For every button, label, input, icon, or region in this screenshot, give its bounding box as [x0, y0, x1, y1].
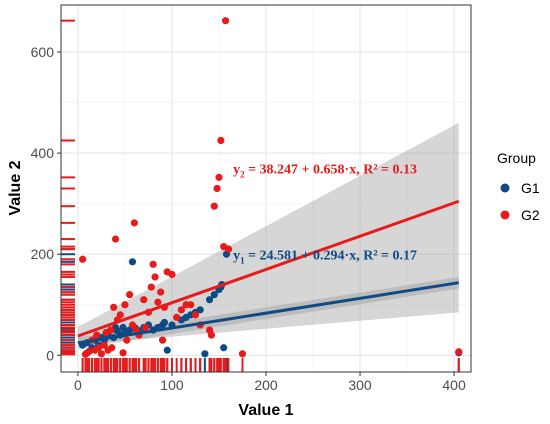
x-tick-label: 200 — [254, 377, 278, 393]
data-point-g2 — [151, 273, 159, 281]
data-point-g2 — [173, 313, 181, 322]
data-point-g2 — [187, 301, 195, 309]
data-point-g2 — [149, 260, 157, 268]
data-point-g2 — [121, 301, 129, 309]
data-point-g2 — [140, 296, 148, 304]
data-point-g2 — [224, 245, 232, 253]
regression-line-g2 — [77, 199, 460, 338]
data-point-g2 — [97, 350, 106, 358]
legend-key-g2 — [500, 210, 510, 220]
legend-key-g1 — [500, 183, 510, 193]
data-point-g2 — [130, 219, 138, 227]
data-point-g2 — [110, 303, 118, 311]
regression-equation-g2: y2 = 38.247 + 0.658·x, R² = 0.13 — [233, 162, 417, 179]
data-point-g2 — [126, 291, 134, 299]
data-point-g2 — [157, 288, 165, 296]
data-point-g2 — [93, 331, 101, 339]
regression-equation-g1: y1 = 24.581 + 0.294·x, R² = 0.17 — [233, 248, 417, 265]
data-point-g2 — [191, 311, 200, 319]
data-point-g2 — [147, 283, 155, 291]
confidence-band-g2 — [77, 122, 459, 345]
data-point-g2 — [79, 255, 87, 263]
data-point-g2 — [455, 348, 463, 356]
data-point-g2 — [119, 349, 127, 357]
data-point-g2 — [207, 331, 216, 339]
data-point-g2 — [158, 336, 167, 344]
data-point-g1 — [205, 296, 214, 304]
data-point-g1 — [220, 344, 228, 352]
data-point-g2 — [238, 350, 247, 358]
data-point-g1 — [160, 318, 169, 327]
y-tick-label: 400 — [31, 145, 55, 161]
data-point-g2 — [221, 17, 230, 25]
x-tick-label: 400 — [442, 377, 466, 393]
y-tick-label: 0 — [46, 347, 54, 363]
data-point-g2 — [168, 270, 176, 279]
data-point-g2 — [217, 136, 225, 145]
grid — [61, 5, 471, 372]
data-point-g1 — [163, 346, 171, 354]
legend: Group G1 G2 — [497, 150, 540, 223]
data-point-g2 — [107, 326, 115, 334]
data-point-g1 — [210, 291, 218, 299]
data-points — [79, 17, 463, 358]
data-point-g2 — [215, 173, 223, 181]
data-point-g1 — [201, 350, 209, 358]
data-point-g2 — [210, 202, 218, 210]
x-tick-label: 0 — [74, 377, 82, 393]
y-tick-label: 600 — [31, 44, 55, 60]
data-point-g1 — [128, 258, 137, 266]
data-point-g2 — [154, 298, 162, 306]
data-point-g2 — [108, 344, 116, 352]
legend-label-g2: G2 — [521, 207, 540, 223]
x-axis-title: Value 1 — [238, 402, 293, 419]
data-point-g2 — [213, 184, 221, 193]
legend-title: Group — [497, 150, 536, 166]
data-point-g2 — [123, 336, 131, 344]
data-point-g2 — [177, 306, 185, 314]
axis-ticks: 0 100 200 300 400 0 200 400 600 — [31, 44, 466, 393]
data-point-g2 — [95, 344, 103, 352]
x-tick-label: 300 — [348, 377, 372, 393]
y-axis-title: Value 2 — [7, 160, 24, 215]
data-point-g1 — [196, 306, 204, 314]
x-tick-label: 100 — [160, 377, 184, 393]
equation-annotations: y2 = 38.247 + 0.658·x, R² = 0.13 y1 = 24.… — [233, 162, 417, 265]
regression-lines — [77, 199, 460, 345]
data-point-g2 — [85, 347, 93, 355]
data-point-g2 — [128, 321, 137, 329]
data-point-g2 — [111, 235, 120, 243]
regression-line-g1 — [77, 281, 460, 345]
data-point-g2 — [142, 323, 150, 332]
rug-marks — [61, 19, 460, 372]
legend-label-g1: G1 — [521, 180, 540, 196]
data-point-g2 — [116, 311, 124, 319]
y-tick-label: 200 — [31, 246, 55, 262]
data-point-g2 — [100, 341, 108, 349]
